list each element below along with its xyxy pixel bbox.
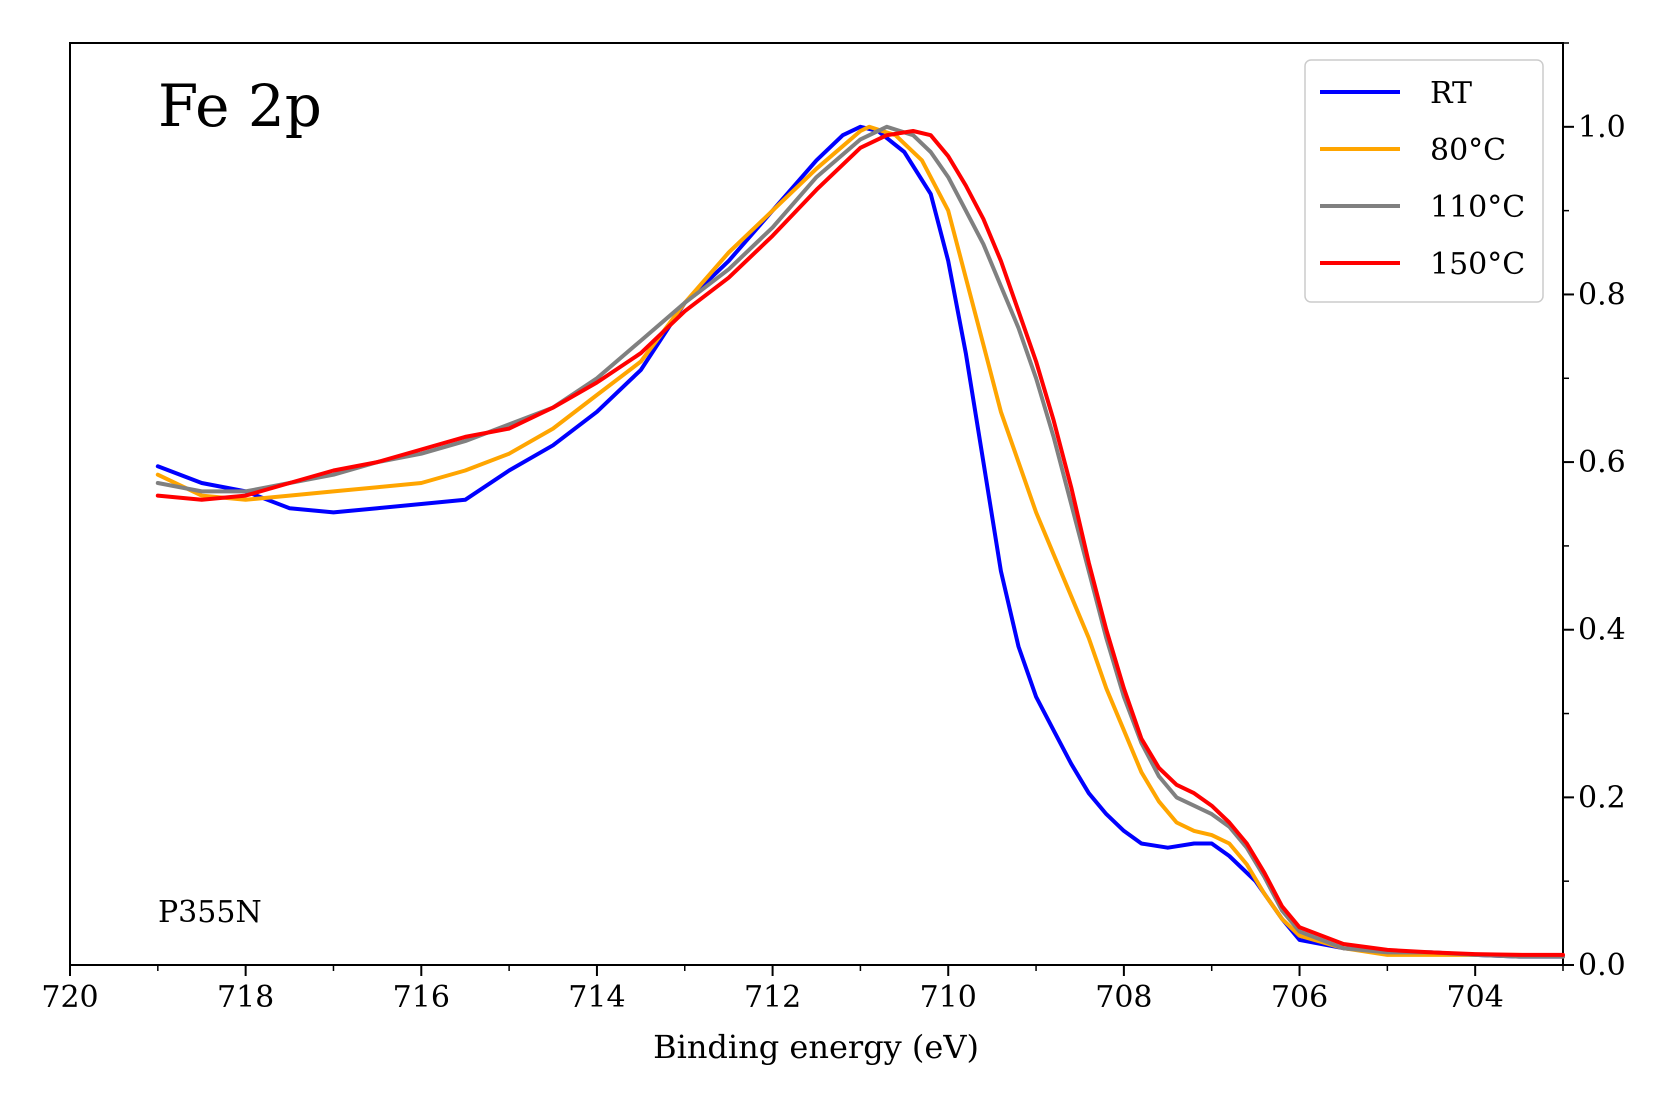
y-tick-label: 0.0 [1578, 948, 1626, 983]
y-axis: 0.0 0.2 0.4 0.6 0.8 1.0 [1563, 42, 1626, 983]
panel-title: Fe 2p [158, 72, 322, 140]
legend-label-110c: 110°C [1430, 190, 1525, 225]
x-tick-label: 714 [568, 980, 625, 1015]
x-tick-label: 704 [1447, 980, 1504, 1015]
legend: RT 80°C 110°C 150°C [1304, 59, 1544, 303]
x-tick-label: 716 [393, 980, 450, 1015]
legend-box [1304, 59, 1544, 303]
series-layer [155, 124, 1565, 959]
legend-label-80c: 80°C [1430, 133, 1506, 168]
x-tick-label: 718 [217, 980, 274, 1015]
series-line-150c [155, 129, 1565, 957]
x-tick-label: 712 [744, 980, 801, 1015]
y-tick-label: 0.4 [1578, 613, 1626, 648]
legend-items: RT 80°C 110°C 150°C [1320, 76, 1525, 282]
x-tick-label: 710 [920, 980, 977, 1015]
series-line-80c [155, 124, 1565, 959]
y-tick-label: 0.2 [1578, 780, 1626, 815]
x-axis: 720 718 716 714 712 710 708 706 704 [41, 965, 1564, 1015]
x-axis-label: Binding energy (eV) [653, 1028, 979, 1066]
plot-frame [69, 42, 1564, 966]
y-tick-label: 1.0 [1578, 110, 1626, 145]
x-tick-label: 720 [41, 980, 98, 1015]
y-tick-label: 0.6 [1578, 445, 1626, 480]
legend-label-150c: 150°C [1430, 247, 1525, 282]
y-tick-label: 0.8 [1578, 277, 1626, 312]
x-tick-label: 706 [1271, 980, 1328, 1015]
x-tick-label: 708 [1095, 980, 1152, 1015]
legend-label-rt: RT [1430, 76, 1472, 111]
sample-annotation: P355N [158, 895, 262, 930]
